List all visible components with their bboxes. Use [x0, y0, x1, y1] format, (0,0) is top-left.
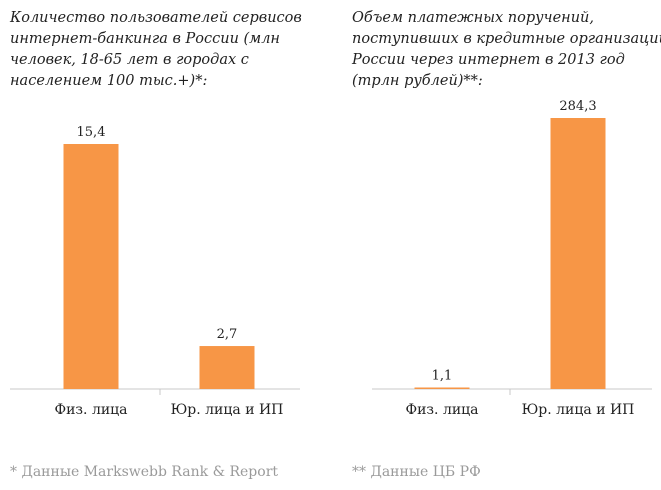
chart1-category-label: Юр. лица и ИП — [171, 402, 284, 418]
chart1-bar — [63, 144, 119, 389]
chart2-title-line: поступивших в кредитные организации — [352, 31, 661, 47]
chart1-bar — [199, 346, 255, 389]
chart1-title-line: Количество пользователей сервисов — [10, 10, 302, 26]
chart2-footnote: ** Данные ЦБ РФ — [352, 464, 481, 480]
chart1-category-label: Физ. лица — [54, 402, 127, 418]
chart1-value-label: 2,7 — [217, 327, 238, 342]
chart2-bar — [414, 387, 470, 389]
chart2-category-label: Физ. лица — [405, 402, 478, 418]
chart2-value-label: 284,3 — [559, 99, 596, 114]
chart1-title-line: населением 100 тыс.+)*: — [10, 73, 208, 89]
chart2-bar — [550, 118, 606, 389]
chart1-title-line: человек, 18-65 лет в городах с — [10, 52, 249, 68]
chart2-title-line: Объем платежных поручений, — [352, 10, 594, 26]
chart2-title: Объем платежных поручений, поступивших в… — [352, 8, 661, 92]
chart2-category-label: Юр. лица и ИП — [522, 402, 635, 418]
chart2-value-label: 1,1 — [432, 369, 453, 384]
chart1-value-label: 15,4 — [77, 125, 106, 140]
chart2-title-line: России через интернет в 2013 год — [352, 52, 625, 68]
chart1-title-line: интернет-банкинга в России (млн — [10, 31, 280, 47]
chart1-title: Количество пользователей сервисов интерн… — [10, 8, 310, 92]
chart1-footnote: * Данные Markswebb Rank & Report — [10, 464, 279, 480]
chart2-title-line: (трлн рублей)**: — [352, 73, 483, 89]
